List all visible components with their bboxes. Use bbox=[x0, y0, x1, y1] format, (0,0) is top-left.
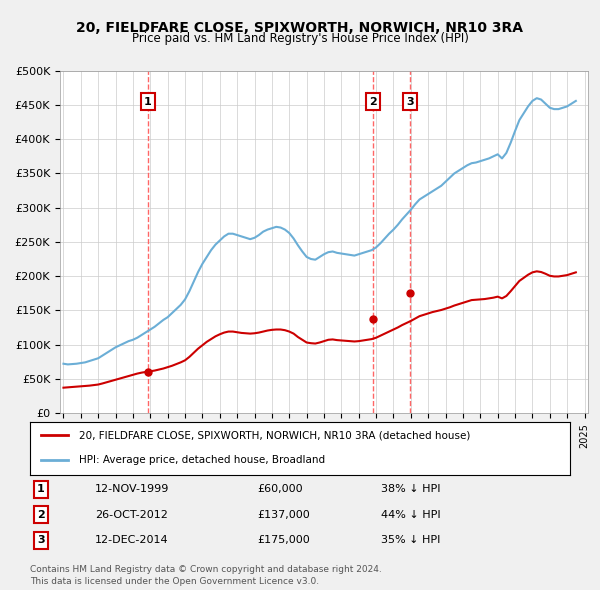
Text: 20, FIELDFARE CLOSE, SPIXWORTH, NORWICH, NR10 3RA (detached house): 20, FIELDFARE CLOSE, SPIXWORTH, NORWICH,… bbox=[79, 430, 470, 440]
Text: HPI: Average price, detached house, Broadland: HPI: Average price, detached house, Broa… bbox=[79, 455, 325, 465]
Text: This data is licensed under the Open Government Licence v3.0.: This data is licensed under the Open Gov… bbox=[30, 577, 319, 586]
Text: 2: 2 bbox=[369, 97, 377, 107]
Text: 2: 2 bbox=[37, 510, 44, 520]
Text: £175,000: £175,000 bbox=[257, 535, 310, 545]
Text: 35% ↓ HPI: 35% ↓ HPI bbox=[381, 535, 440, 545]
Text: 20, FIELDFARE CLOSE, SPIXWORTH, NORWICH, NR10 3RA: 20, FIELDFARE CLOSE, SPIXWORTH, NORWICH,… bbox=[77, 21, 523, 35]
Text: 12-NOV-1999: 12-NOV-1999 bbox=[95, 484, 169, 494]
Text: 3: 3 bbox=[406, 97, 414, 107]
Text: 12-DEC-2014: 12-DEC-2014 bbox=[95, 535, 169, 545]
Text: Contains HM Land Registry data © Crown copyright and database right 2024.: Contains HM Land Registry data © Crown c… bbox=[30, 565, 382, 574]
Text: 38% ↓ HPI: 38% ↓ HPI bbox=[381, 484, 440, 494]
Text: £137,000: £137,000 bbox=[257, 510, 310, 520]
Text: 26-OCT-2012: 26-OCT-2012 bbox=[95, 510, 167, 520]
Text: 44% ↓ HPI: 44% ↓ HPI bbox=[381, 510, 440, 520]
Text: 3: 3 bbox=[37, 535, 44, 545]
Text: Price paid vs. HM Land Registry's House Price Index (HPI): Price paid vs. HM Land Registry's House … bbox=[131, 32, 469, 45]
Text: 1: 1 bbox=[37, 484, 44, 494]
Text: 1: 1 bbox=[144, 97, 152, 107]
Text: £60,000: £60,000 bbox=[257, 484, 302, 494]
